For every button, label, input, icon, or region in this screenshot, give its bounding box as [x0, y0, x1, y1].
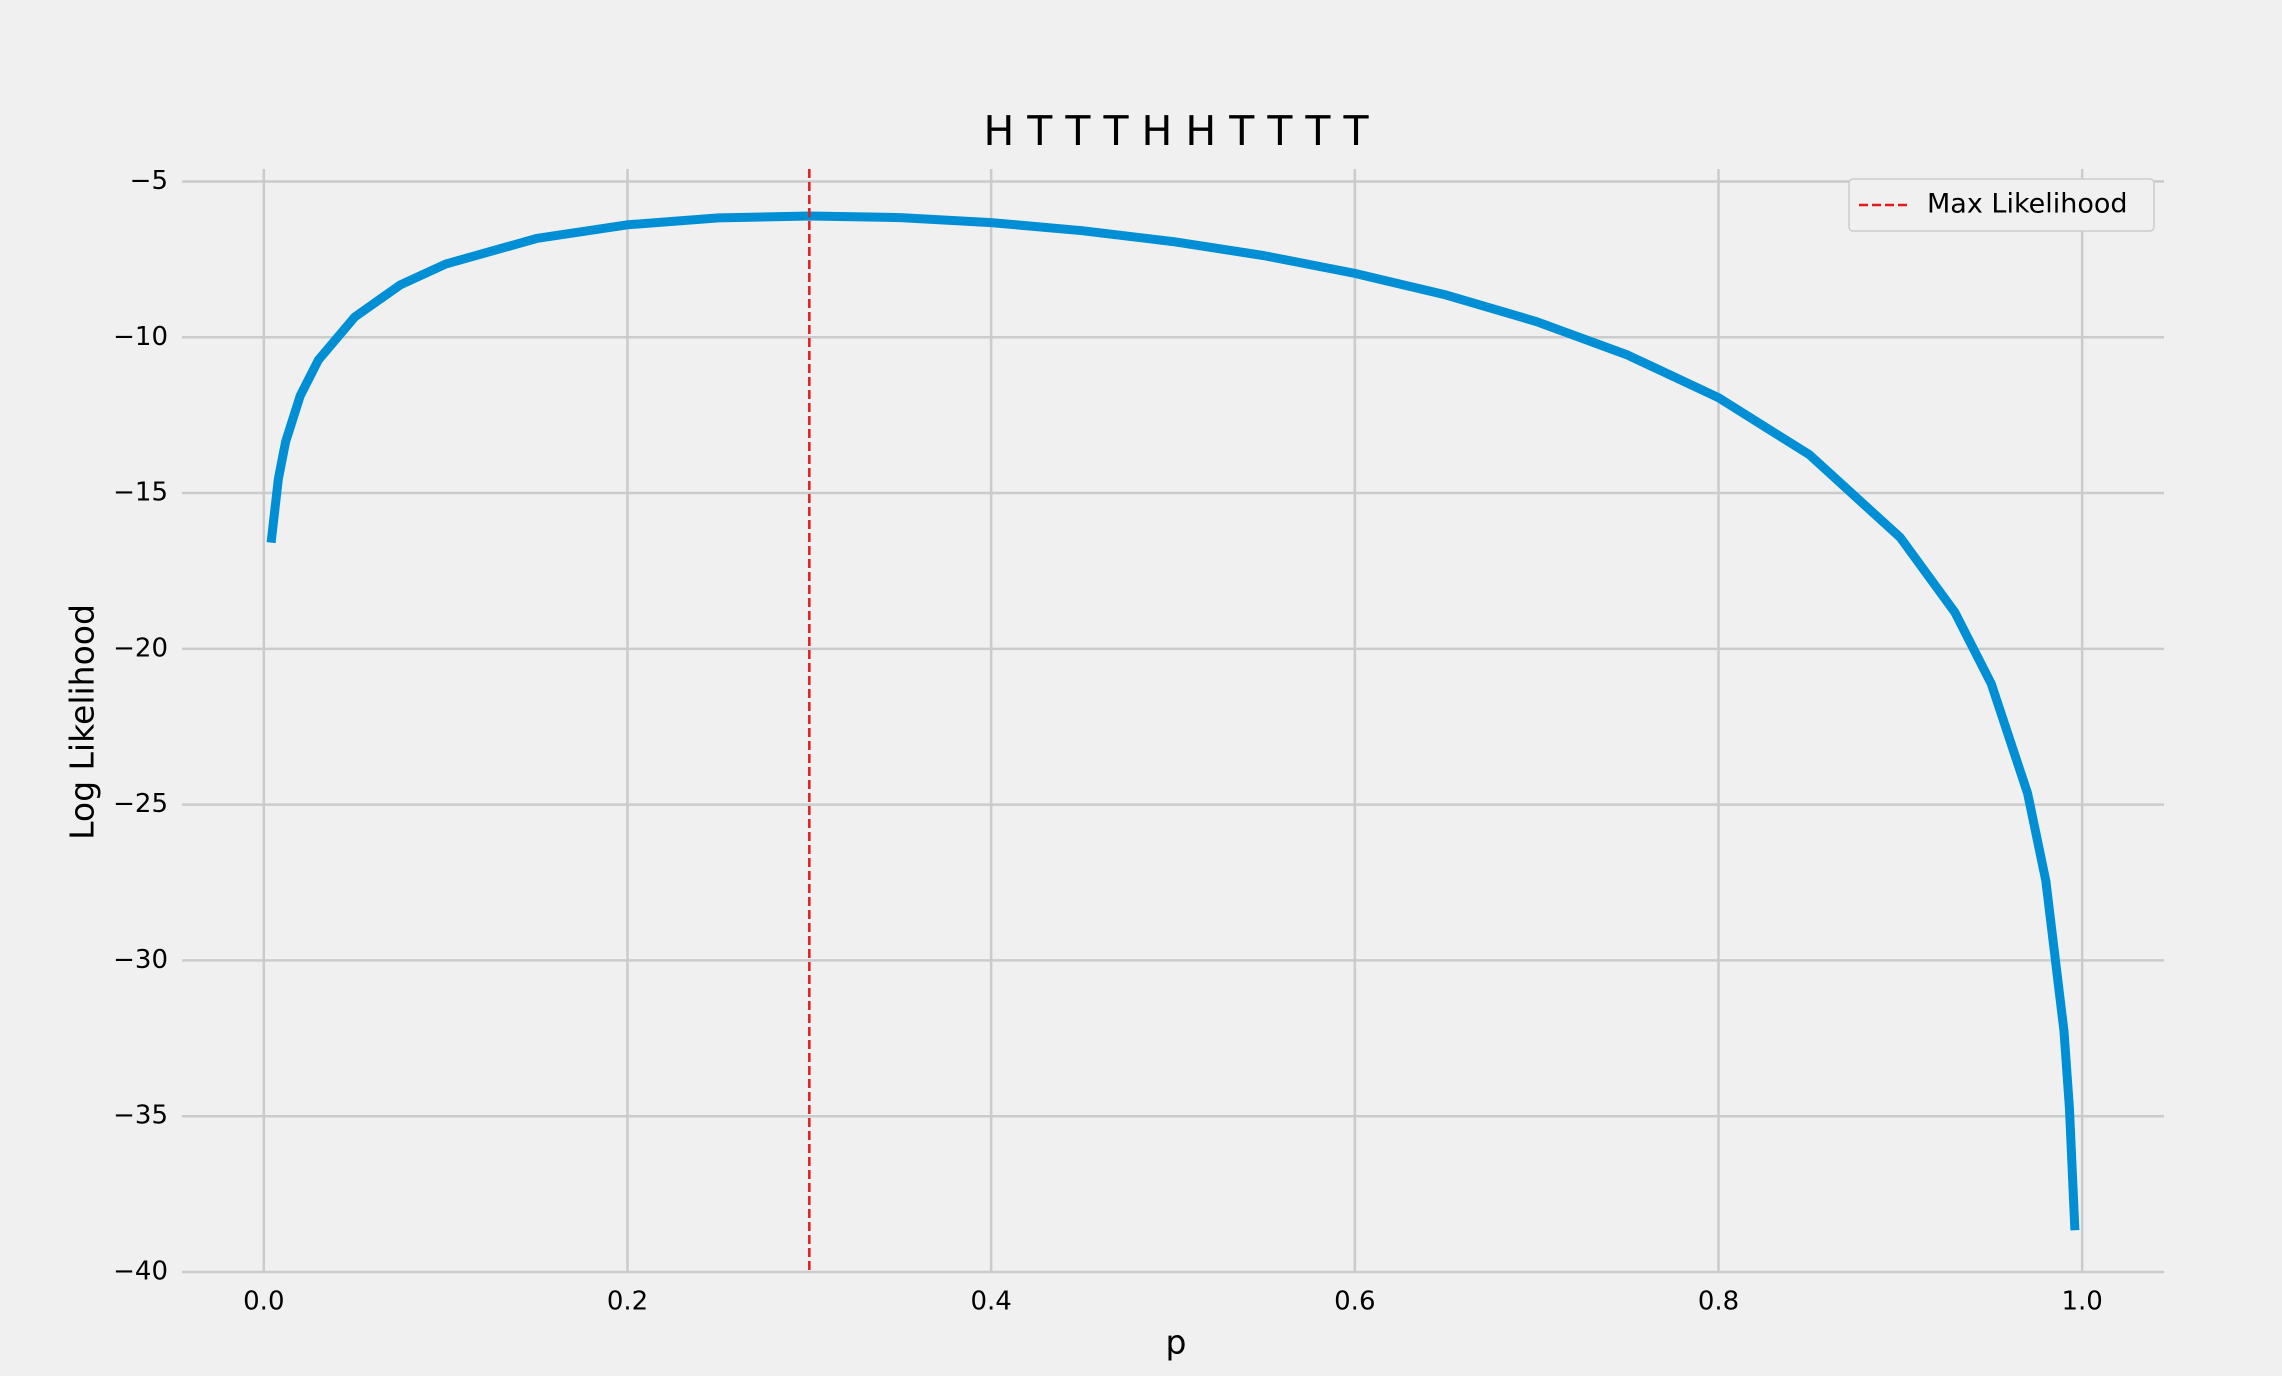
x-tick-label: 0.6 [1334, 1287, 1375, 1317]
y-tick-label: −15 [113, 478, 168, 508]
y-tick-label: −5 [130, 166, 168, 196]
x-axis-label: p [1166, 1323, 1187, 1362]
y-axis-label: Log Likelihood [63, 604, 102, 840]
chart-title: H T T T H H T T T T [983, 107, 1369, 155]
y-tick-label: −35 [113, 1101, 168, 1131]
y-tick-label: −20 [113, 633, 168, 663]
legend-label: Max Likelihood [1927, 189, 2128, 220]
x-tick-label: 1.0 [2061, 1287, 2102, 1317]
line [266, 211, 2080, 1231]
x-tick-label: 0.4 [970, 1287, 1011, 1317]
y-tick-label: −40 [113, 1257, 168, 1287]
y-tick-label: −25 [113, 789, 168, 819]
y-tick-label: −30 [113, 945, 168, 975]
y-tick-label: −10 [113, 322, 168, 352]
x-tick-label: 0.0 [243, 1287, 284, 1317]
x-tick-label: 0.2 [607, 1287, 648, 1317]
x-tick-label: 0.8 [1698, 1287, 1739, 1317]
legend-box [1848, 178, 2155, 232]
